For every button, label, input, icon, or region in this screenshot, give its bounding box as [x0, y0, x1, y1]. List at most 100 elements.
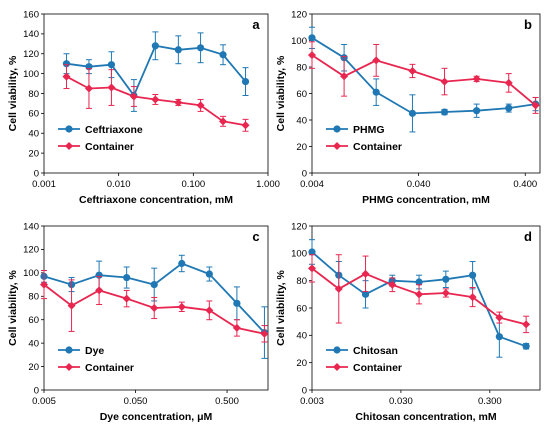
plot-frame [43, 225, 269, 391]
y-tick-label: 0 [302, 168, 307, 179]
y-tick-label: 140 [23, 221, 39, 232]
data-point [205, 270, 213, 278]
data-point [415, 278, 423, 286]
data-point [62, 72, 71, 81]
y-tick-label: 100 [23, 268, 39, 279]
x-tick-label: 0.001 [32, 179, 56, 190]
legend: Ceftriaxone Container [58, 124, 143, 153]
data-point [334, 284, 343, 293]
data-point [308, 34, 316, 42]
data-point [522, 320, 531, 329]
y-tick-label: 120 [291, 9, 307, 20]
x-axis-label: Dye concentration, μM [100, 411, 213, 423]
data-point [174, 98, 183, 107]
series-line [311, 37, 536, 115]
x-tick-label: 0.005 [32, 396, 56, 407]
panel-letter: b [524, 17, 532, 32]
y-axis-label: Cell viability, % [275, 55, 287, 131]
data-point [468, 271, 477, 279]
y-tick-label: 0 [302, 385, 307, 396]
legend-marker [65, 346, 73, 354]
data-point [150, 304, 159, 312]
legend-label: Container [85, 141, 134, 153]
data-point [62, 60, 71, 68]
data-point [241, 121, 250, 130]
data-point [340, 72, 349, 81]
data-point [495, 313, 504, 322]
data-point [67, 301, 76, 310]
data-point [151, 42, 159, 50]
data-point [522, 342, 530, 350]
legend: Dye Container [58, 345, 134, 374]
x-tick-label: 0.050 [124, 396, 148, 407]
data-point [408, 66, 417, 75]
legend: Chitosan Container [326, 345, 402, 374]
data-point [122, 294, 131, 303]
series-container [62, 64, 250, 132]
series-container [40, 270, 269, 343]
data-point [361, 269, 370, 278]
series-line [311, 54, 537, 107]
legend-marker [333, 363, 341, 371]
data-point [232, 323, 241, 332]
series-phmg [308, 26, 540, 133]
data-point [408, 109, 417, 117]
data-point [95, 286, 104, 295]
data-point [505, 104, 513, 112]
data-point [241, 77, 250, 86]
x-tick-label: 0.040 [407, 179, 431, 190]
y-tick-label: 60 [296, 303, 307, 314]
x-tick-label: 0.100 [181, 179, 205, 190]
x-axis-label: Ceftriaxone concentration, mM [79, 194, 233, 206]
y-tick-label: 160 [23, 9, 39, 20]
legend-label: PHMG [353, 124, 385, 136]
legend-label: Container [353, 362, 402, 374]
series-dye [40, 254, 269, 359]
legend-marker [333, 125, 341, 133]
data-point [472, 74, 481, 83]
x-tick-label: 0.010 [107, 179, 131, 190]
data-point [107, 61, 116, 69]
legend-label: Container [353, 141, 402, 153]
x-axis-label: PHMG concentration, mM [362, 194, 490, 206]
data-point [84, 84, 93, 93]
data-point [440, 108, 449, 116]
y-tick-label: 40 [28, 129, 39, 140]
y-tick-label: 120 [23, 49, 39, 60]
y-tick-label: 120 [23, 245, 39, 256]
data-point [129, 92, 138, 101]
y-tick-label: 120 [291, 221, 307, 232]
y-tick-label: 80 [296, 276, 307, 287]
x-axis-label: Chitosan concentration, mM [355, 411, 496, 423]
data-point [531, 101, 540, 110]
y-tick-label: 20 [28, 148, 39, 159]
data-point [440, 77, 449, 86]
x-tick-label: 0.004 [300, 179, 324, 190]
panel-letter: d [524, 229, 532, 244]
y-tick-label: 100 [23, 69, 39, 80]
y-axis-label: Cell viability, % [7, 55, 19, 131]
data-point [308, 248, 316, 256]
y-tick-label: 40 [296, 115, 307, 126]
legend-marker [65, 142, 73, 150]
plot-frame [43, 13, 269, 174]
y-tick-label: 20 [296, 142, 307, 153]
data-point [372, 88, 380, 96]
series-container [308, 254, 531, 334]
data-point [150, 280, 158, 289]
data-point [174, 46, 182, 54]
y-tick-label: 40 [296, 331, 307, 342]
panel-letter: c [252, 229, 259, 244]
y-tick-label: 100 [291, 249, 307, 260]
data-point [196, 44, 205, 52]
series-ceftriaxone [62, 31, 250, 112]
data-point [308, 264, 316, 273]
legend-marker [65, 125, 73, 133]
data-point [495, 333, 503, 341]
data-point [40, 280, 48, 289]
data-point [233, 299, 241, 307]
y-axis-label: Cell viability, % [7, 270, 19, 346]
data-point [177, 302, 186, 311]
legend: PHMG Container [326, 124, 402, 153]
data-point [260, 329, 269, 338]
